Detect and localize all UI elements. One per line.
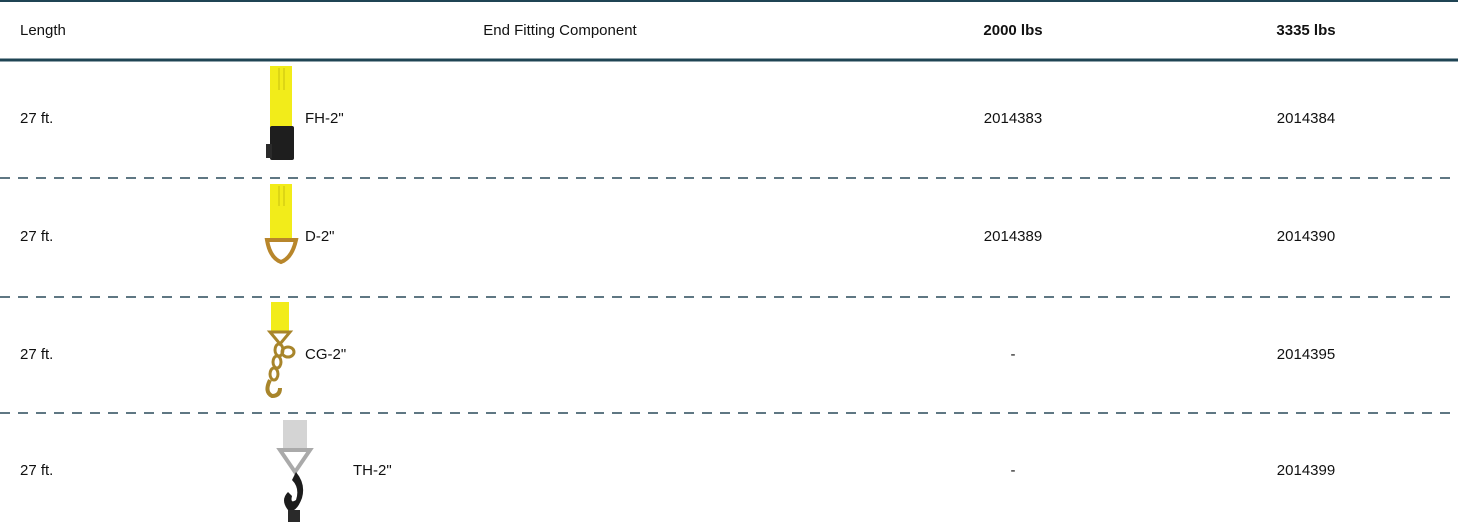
part-number: - [1011,462,1016,479]
component-label: D-2" [305,228,335,245]
component-label: TH-2" [353,462,392,479]
part-number: - [1011,346,1016,363]
header-cell: End Fitting Component [483,22,637,39]
part-number: 2014390 [1277,228,1335,245]
length-cell: 27 ft. [20,346,53,363]
component-label: CG-2" [305,346,346,363]
icon-d-ring [267,184,296,262]
component-label: FH-2" [305,110,344,127]
header-cell: 2000 lbs [983,22,1042,39]
icon-flat-hook [266,66,294,160]
length-cell: 27 ft. [20,462,53,479]
icon-chain-hook [267,302,294,396]
length-cell: 27 ft. [20,110,53,127]
row-dividers [0,178,1458,413]
part-number: 2014399 [1277,462,1335,479]
part-number: 2014383 [984,110,1042,127]
table: Length End Fitting Component 2000 lbs 33… [0,0,1458,529]
icon-twisted-hook [280,420,310,522]
header-cell: 3335 lbs [1276,22,1335,39]
header-cell: Length [20,22,66,39]
part-number: 2014389 [984,228,1042,245]
part-number: 2014384 [1277,110,1335,127]
length-cell: 27 ft. [20,228,53,245]
part-number: 2014395 [1277,346,1335,363]
